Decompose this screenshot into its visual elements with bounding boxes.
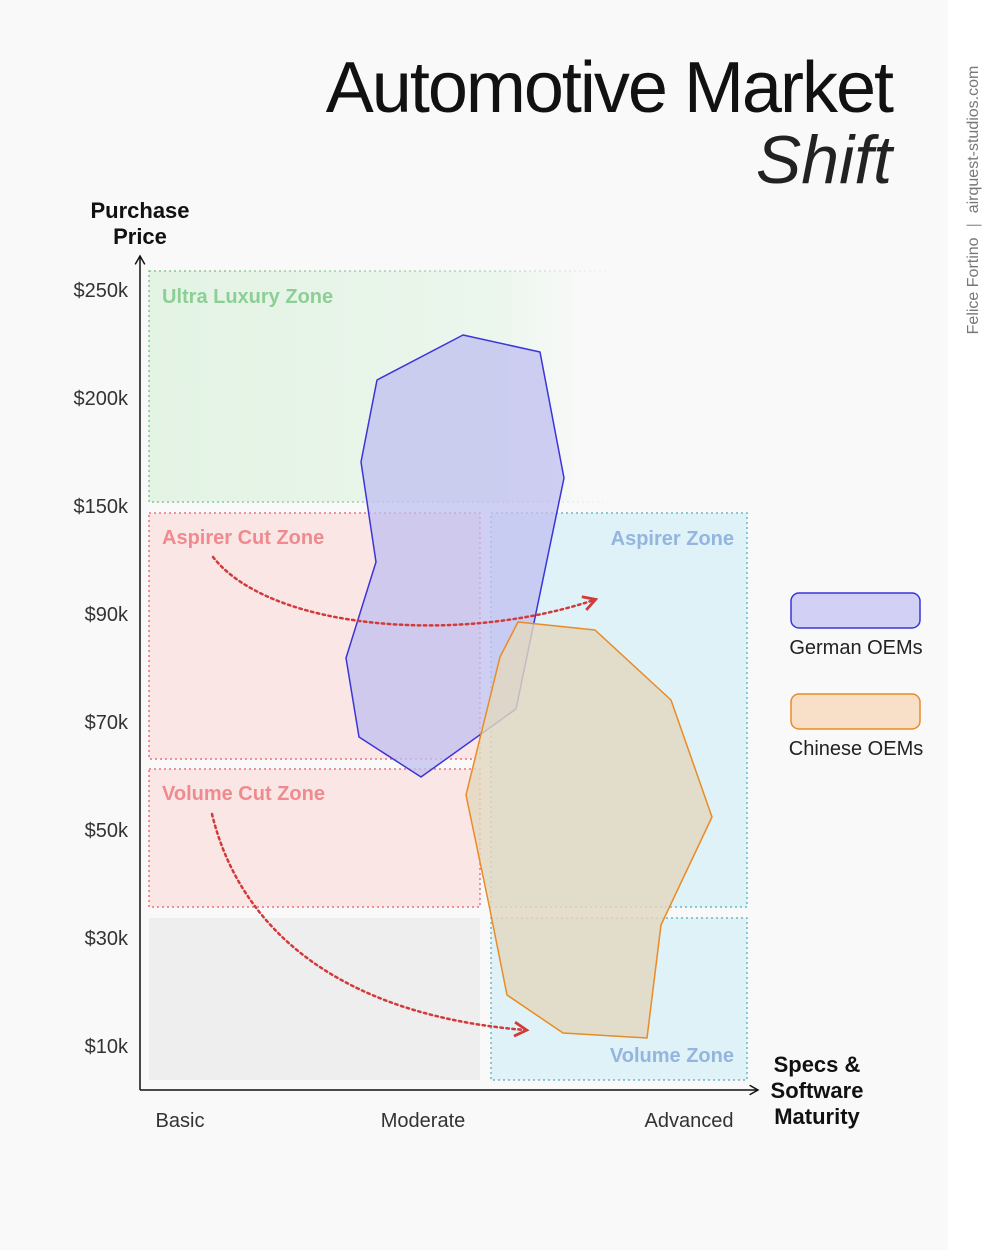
chinese-oems-region [465,621,713,1039]
aspirer-zone-label: Aspirer Zone [610,528,734,550]
ultra-luxury-zone-label: Ultra Luxury Zone [162,286,334,308]
y-axis-label-line1: Purchase [90,198,190,223]
y-tick-label: $30k [84,928,128,950]
y-tick-label: $150k [73,496,129,518]
volume-cut-zone [148,768,481,908]
aspirer-shift-arrow [211,555,599,627]
legend-german-swatch [790,592,921,629]
basic-low-zone [149,918,480,1080]
x-axis-label-line1: Specs & [773,1052,861,1077]
volume-shift-arrow [210,812,530,1038]
x-tick-label: Advanced [644,1110,734,1132]
legend-chinese-swatch [790,693,921,730]
legend-german-label: German OEMs [789,637,923,659]
x-axis-label: Specs & Software Maturity [752,1052,882,1130]
y-tick-label: $70k [84,712,128,734]
page-title: Automotive Market [325,48,894,128]
y-axis-label-line2: Price [113,224,167,249]
y-tick-label: $250k [73,280,129,302]
volume-zone-label: Volume Zone [609,1045,734,1067]
y-tick-label: $90k [84,604,128,626]
volume-cut-zone-label: Volume Cut Zone [162,783,325,805]
y-tick-label: $200k [73,388,129,410]
y-axis-label: Purchase Price [70,198,210,250]
page-subtitle: Shift [755,122,892,198]
legend-chinese-label: Chinese OEMs [788,738,924,760]
x-axis-label-line3: Maturity [774,1104,860,1129]
aspirer-cut-zone-label: Aspirer Cut Zone [162,527,325,549]
x-axis-label-line2: Software [770,1078,864,1103]
x-tick-label: Basic [155,1110,205,1132]
y-tick-label: $10k [84,1036,128,1058]
x-tick-label: Moderate [380,1110,466,1132]
y-tick-label: $50k [84,820,128,842]
